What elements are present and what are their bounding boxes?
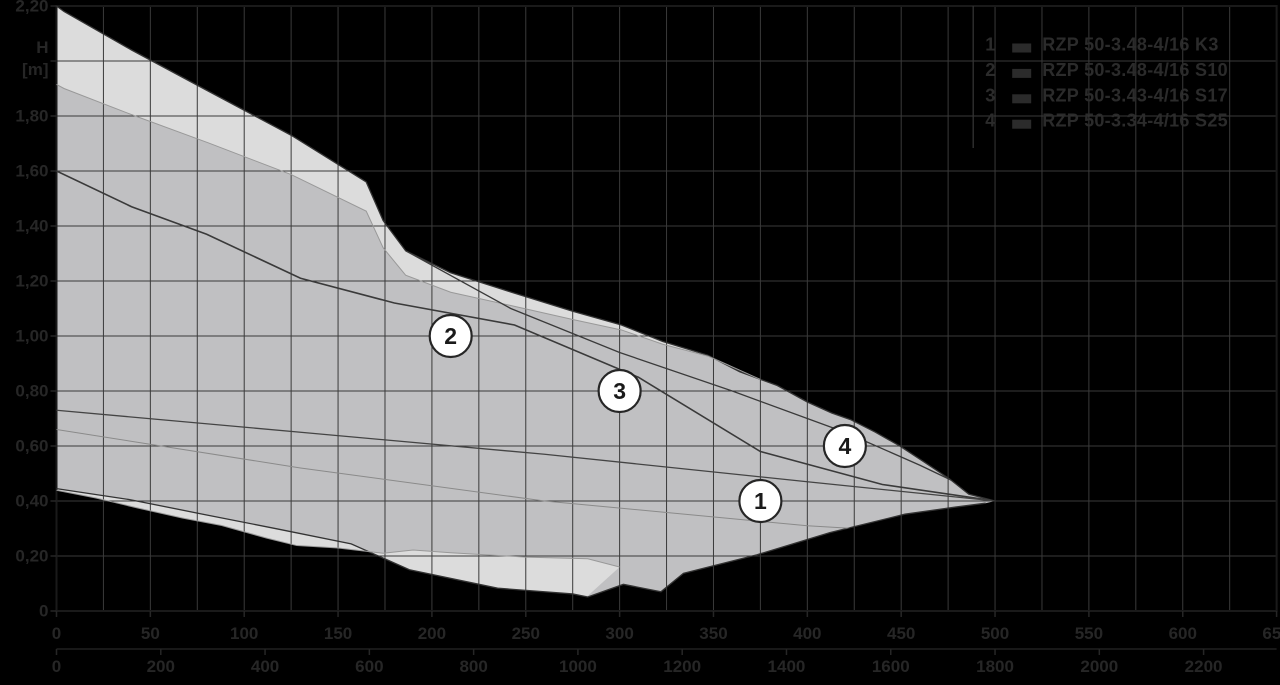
svg-text:1800: 1800: [976, 657, 1014, 676]
svg-text:400: 400: [251, 657, 279, 676]
svg-text:350: 350: [699, 624, 727, 643]
svg-text:400: 400: [793, 624, 821, 643]
svg-text:2: 2: [985, 60, 995, 80]
svg-text:2: 2: [444, 323, 457, 349]
svg-text:0: 0: [52, 624, 61, 643]
svg-text:1600: 1600: [872, 657, 910, 676]
svg-text:600: 600: [1169, 624, 1197, 643]
svg-text:RZP 50-3.34-4/16 S25: RZP 50-3.34-4/16 S25: [1042, 111, 1228, 131]
svg-text:0,20: 0,20: [15, 547, 48, 566]
svg-text:RZP 50-3.48-4/16 K3: RZP 50-3.48-4/16 K3: [1042, 35, 1218, 55]
svg-text:0: 0: [39, 602, 48, 621]
svg-text:650: 650: [1262, 624, 1280, 643]
svg-text:600: 600: [355, 657, 383, 676]
svg-text:0,40: 0,40: [15, 492, 48, 511]
svg-text:0,80: 0,80: [15, 382, 48, 401]
svg-text:100: 100: [230, 624, 258, 643]
svg-text:[m]: [m]: [22, 60, 48, 79]
svg-text:800: 800: [459, 657, 487, 676]
svg-text:4: 4: [985, 111, 995, 131]
svg-text:0,60: 0,60: [15, 437, 48, 456]
svg-text:200: 200: [147, 657, 175, 676]
svg-text:300: 300: [605, 624, 633, 643]
svg-text:1,40: 1,40: [15, 217, 48, 236]
svg-text:1: 1: [985, 35, 995, 55]
svg-text:250: 250: [512, 624, 540, 643]
svg-text:200: 200: [418, 624, 446, 643]
svg-text:0: 0: [52, 657, 61, 676]
svg-text:1,20: 1,20: [15, 272, 48, 291]
svg-text:2200: 2200: [1185, 657, 1223, 676]
svg-text:1,60: 1,60: [15, 162, 48, 181]
svg-text:1200: 1200: [663, 657, 701, 676]
svg-text:RZP 50-3.48-4/16 S10: RZP 50-3.48-4/16 S10: [1042, 60, 1228, 80]
svg-text:500: 500: [981, 624, 1009, 643]
svg-text:RZP 50-3.43-4/16 S17: RZP 50-3.43-4/16 S17: [1042, 85, 1228, 105]
svg-text:2,20: 2,20: [15, 0, 48, 16]
svg-text:50: 50: [141, 624, 160, 643]
svg-text:1,80: 1,80: [15, 107, 48, 126]
svg-text:1400: 1400: [768, 657, 806, 676]
svg-text:550: 550: [1075, 624, 1103, 643]
svg-text:450: 450: [887, 624, 915, 643]
svg-text:150: 150: [324, 624, 352, 643]
svg-text:3: 3: [985, 85, 995, 105]
svg-text:4: 4: [838, 433, 851, 459]
svg-text:1,00: 1,00: [15, 327, 48, 346]
svg-text:2000: 2000: [1080, 657, 1118, 676]
svg-text:H: H: [36, 38, 48, 57]
svg-text:1000: 1000: [559, 657, 597, 676]
svg-text:1: 1: [754, 488, 767, 514]
svg-text:3: 3: [613, 378, 626, 404]
